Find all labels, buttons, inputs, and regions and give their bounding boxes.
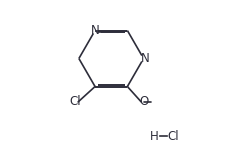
Text: H: H	[150, 130, 159, 143]
Text: N: N	[91, 24, 99, 37]
Text: Cl: Cl	[167, 130, 179, 143]
Text: N: N	[140, 52, 149, 65]
Text: Cl: Cl	[69, 95, 81, 108]
Text: O: O	[139, 95, 149, 108]
